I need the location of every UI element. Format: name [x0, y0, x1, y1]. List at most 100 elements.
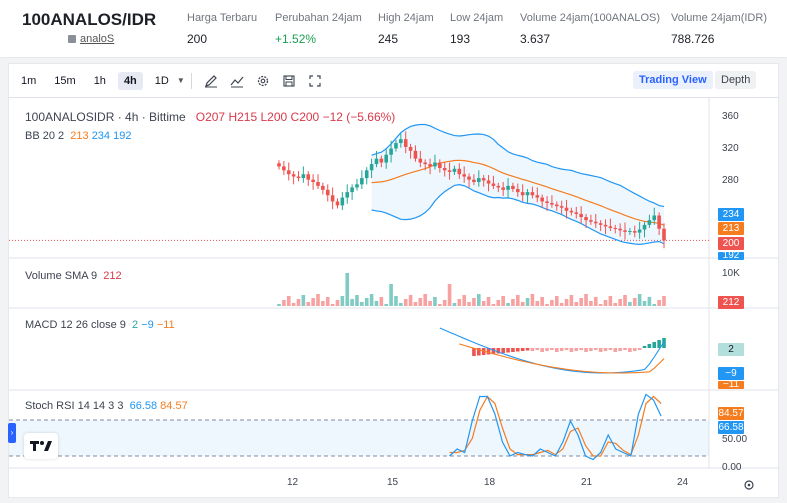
candle-body: [286, 170, 291, 175]
stoch-band: [9, 420, 709, 456]
macd-line-tag: −9: [718, 367, 744, 380]
volume-bar: [477, 294, 481, 306]
bb-lower-tag: 192: [718, 252, 744, 260]
volume-bar: [657, 300, 661, 306]
candle-body: [325, 189, 330, 196]
volume-bar: [584, 294, 588, 306]
candle-body: [525, 192, 530, 196]
candle-body: [613, 227, 618, 229]
macd-hist-bar: [584, 348, 588, 352]
macd-hist-bar: [569, 348, 574, 352]
candle-body: [340, 197, 345, 206]
price-tick: 320: [722, 143, 739, 154]
date-tick: 12: [287, 477, 299, 488]
last-price-tag: 200: [718, 237, 744, 250]
macd-hist-bar: [657, 340, 661, 348]
volume-bar: [579, 298, 583, 306]
ohlc-open: O207: [195, 110, 226, 124]
timeframe-1m[interactable]: 1m: [21, 74, 37, 87]
candle-body: [618, 228, 622, 231]
macd-hist-bar: [642, 346, 647, 348]
volume-bar: [623, 295, 627, 306]
volume-bar: [608, 296, 613, 306]
save-icon[interactable]: [281, 73, 297, 89]
volume-bar: [525, 298, 530, 306]
volume-bar: [545, 304, 549, 306]
volume-bar: [335, 300, 340, 306]
candle-body: [316, 182, 320, 186]
macd-hist-tag: 2: [718, 343, 744, 356]
bb-mid-line: [371, 159, 665, 226]
timeframe-1D[interactable]: 1D: [154, 74, 169, 87]
volume-bar: [399, 303, 403, 306]
volume-bar: [438, 304, 442, 306]
bb-mid-value: 213: [70, 130, 89, 142]
token-icon: [68, 35, 76, 43]
chevron-down-icon[interactable]: ▼: [176, 76, 185, 85]
volume-value: 212: [103, 270, 122, 282]
timeframe-4h[interactable]: 4h: [117, 71, 143, 90]
candle-body: [559, 206, 564, 208]
volume-bar: [662, 296, 666, 306]
macd-hist-bar: [520, 348, 525, 351]
macd-hist-bar: [579, 348, 583, 350]
gear-icon[interactable]: [255, 73, 271, 89]
candle-body: [477, 178, 481, 182]
timeframe-1h[interactable]: 1h: [93, 74, 106, 87]
depth-button[interactable]: Depth: [715, 71, 757, 89]
candle-body: [379, 158, 384, 163]
macd-hist-bar: [530, 348, 535, 351]
candle-body: [452, 168, 457, 172]
candle-body: [384, 154, 389, 163]
volume-bar: [369, 294, 374, 306]
candle-body: [598, 223, 603, 225]
trading-view-button[interactable]: Trading View: [633, 71, 713, 89]
macd-hist-bar: [559, 348, 564, 351]
bb-name: BB 20 2: [25, 130, 65, 142]
candle-body: [442, 167, 447, 171]
candle-body: [355, 184, 359, 188]
volume-bar: [325, 297, 330, 306]
volume-bar: [345, 273, 350, 306]
volume-bar: [467, 302, 471, 306]
macd-hist-bar: [603, 348, 608, 351]
stoch-legend: Stoch RSI 14 14 3 3 66.58 84.57: [25, 400, 188, 412]
macd-hist-bar: [501, 348, 505, 353]
macd-hist-bar: [589, 348, 593, 351]
draw-pencil-icon[interactable]: [203, 73, 219, 89]
stoch-tick: 0.00: [722, 462, 742, 473]
stat-label: Volume 24jam(IDR): [671, 12, 767, 24]
volume-bar: [647, 297, 652, 306]
indicators-icon[interactable]: [229, 73, 245, 89]
fullscreen-icon[interactable]: [307, 73, 323, 89]
volume-bar: [291, 303, 296, 306]
bb-upper-line: [371, 123, 665, 208]
volume-bar: [481, 301, 486, 306]
candle-body: [486, 180, 491, 184]
stoch-d-value: 84.57: [160, 400, 188, 412]
stat-item: High 24jam 245: [378, 12, 434, 46]
volume-bar: [632, 298, 637, 306]
macd-hist-value: 2: [132, 319, 139, 331]
volume-bar: [506, 303, 510, 306]
candle-body: [462, 174, 466, 177]
stoch-d-line: [449, 395, 662, 457]
sidebar-toggle-icon[interactable]: ›: [8, 423, 16, 443]
candle-body: [554, 204, 559, 207]
volume-bar: [286, 296, 291, 306]
price-chart[interactable]: [9, 98, 778, 498]
candle-body: [433, 162, 437, 167]
pair-sub-link[interactable]: analoS: [68, 33, 114, 45]
volume-bar: [491, 304, 496, 306]
volume-bar: [452, 303, 457, 306]
macd-hist-bar: [496, 348, 501, 354]
candle-body: [345, 192, 350, 198]
candle-body: [637, 229, 642, 233]
volume-bar: [447, 284, 452, 306]
volume-bar: [574, 302, 579, 306]
stat-label: High 24jam: [378, 12, 434, 24]
reset-scale-icon[interactable]: [741, 477, 757, 493]
volume-bar: [501, 296, 505, 306]
timeframe-15m[interactable]: 15m: [54, 74, 76, 87]
candle-body: [291, 174, 296, 177]
